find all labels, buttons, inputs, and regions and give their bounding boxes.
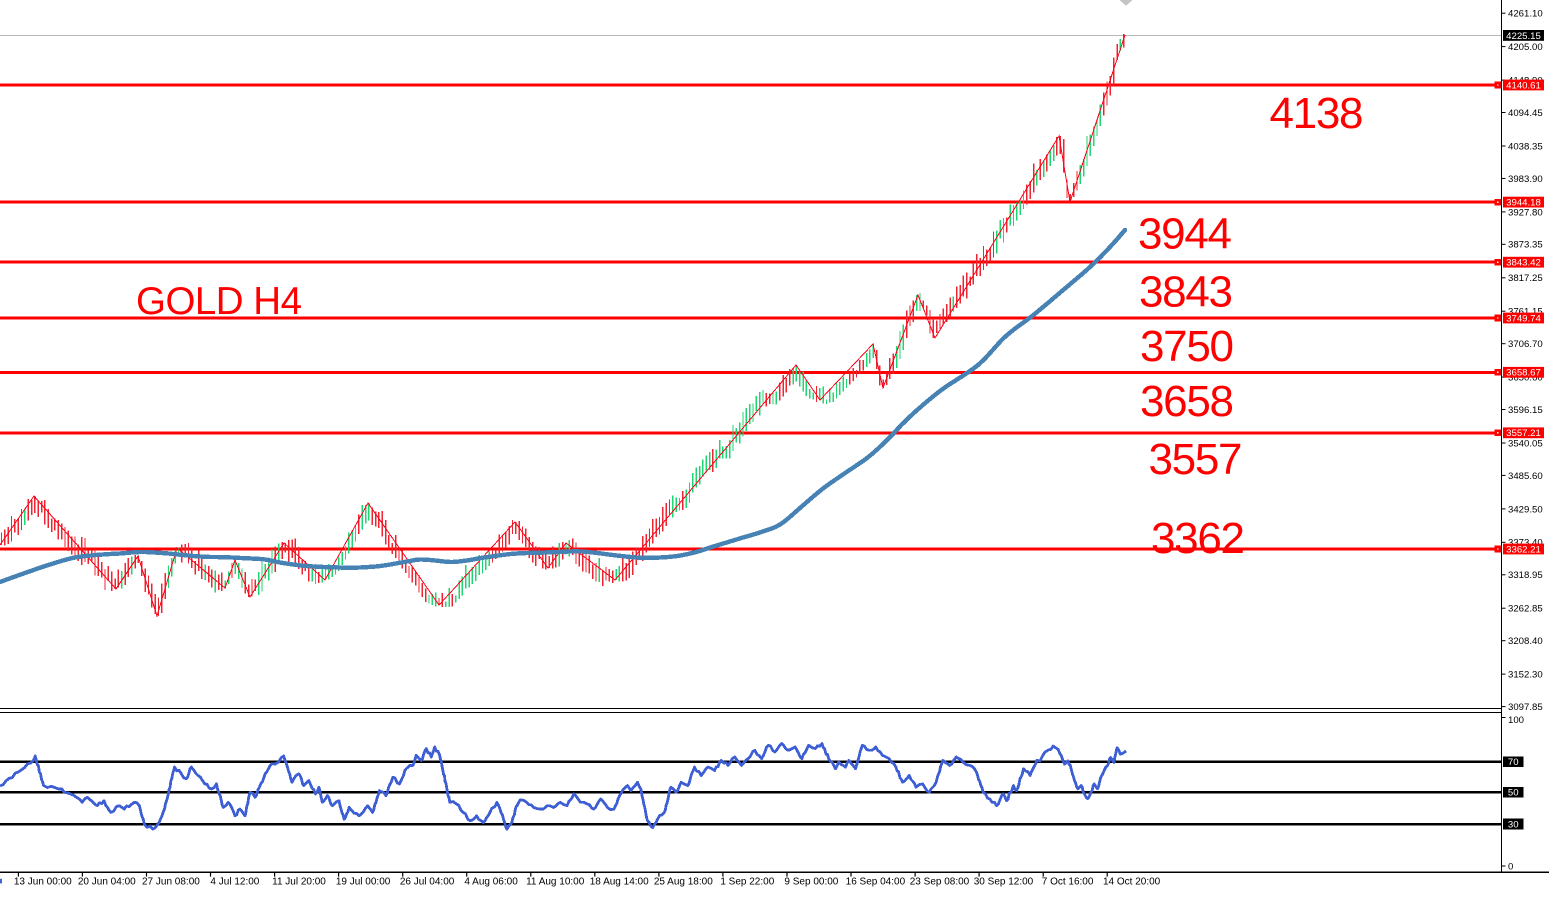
svg-text:3843.42: 3843.42 xyxy=(1506,258,1541,269)
svg-text:3843: 3843 xyxy=(1139,268,1232,317)
svg-text:3749.74: 3749.74 xyxy=(1506,313,1541,324)
svg-text:23 Sep 08:00: 23 Sep 08:00 xyxy=(910,877,970,888)
svg-text:18 Aug 14:00: 18 Aug 14:00 xyxy=(590,877,649,888)
svg-text:3658.67: 3658.67 xyxy=(1506,368,1541,379)
svg-text:3706.70: 3706.70 xyxy=(1508,339,1543,350)
svg-text:3650.60: 3650.60 xyxy=(1508,373,1543,384)
svg-text:3373.40: 3373.40 xyxy=(1508,538,1543,549)
svg-text:70: 70 xyxy=(1508,757,1519,768)
svg-text:4 Aug 06:00: 4 Aug 06:00 xyxy=(464,877,518,888)
svg-text:4038.35: 4038.35 xyxy=(1508,141,1543,152)
svg-text:50: 50 xyxy=(1508,788,1519,799)
svg-text:3557.21: 3557.21 xyxy=(1506,428,1541,439)
svg-text:3658: 3658 xyxy=(1140,377,1233,426)
svg-text:3362.21: 3362.21 xyxy=(1506,544,1541,555)
svg-text:100: 100 xyxy=(1508,715,1524,726)
svg-text:4094.45: 4094.45 xyxy=(1508,108,1543,119)
svg-text:30 Sep 12:00: 30 Sep 12:00 xyxy=(974,877,1034,888)
svg-text:27 Jun 08:00: 27 Jun 08:00 xyxy=(142,877,200,888)
svg-text:3262.85: 3262.85 xyxy=(1508,604,1543,615)
svg-text:4140.61: 4140.61 xyxy=(1506,80,1541,91)
svg-text:4 Jul 12:00: 4 Jul 12:00 xyxy=(210,877,259,888)
svg-text:9 Sep 00:00: 9 Sep 00:00 xyxy=(784,877,838,888)
svg-text:GOLD H4: GOLD H4 xyxy=(136,280,302,323)
svg-text:30: 30 xyxy=(1508,820,1519,831)
svg-text:14 Oct 20:00: 14 Oct 20:00 xyxy=(1103,877,1161,888)
svg-text:16 Sep 04:00: 16 Sep 04:00 xyxy=(846,877,906,888)
svg-text:19 Jul 00:00: 19 Jul 00:00 xyxy=(336,877,391,888)
svg-text:3362: 3362 xyxy=(1151,514,1244,563)
svg-text:4205.00: 4205.00 xyxy=(1508,42,1543,53)
svg-text:4138: 4138 xyxy=(1270,89,1363,138)
svg-text:3485.60: 3485.60 xyxy=(1508,471,1543,482)
svg-text:3318.95: 3318.95 xyxy=(1508,570,1543,581)
svg-text:3750: 3750 xyxy=(1140,322,1233,371)
svg-text:25 Aug 18:00: 25 Aug 18:00 xyxy=(654,877,713,888)
svg-text:3927.80: 3927.80 xyxy=(1508,207,1543,218)
svg-text:3817.25: 3817.25 xyxy=(1508,273,1543,284)
svg-text:11 Aug 10:00: 11 Aug 10:00 xyxy=(526,877,585,888)
svg-text:3208.40: 3208.40 xyxy=(1508,636,1543,647)
svg-text:3873.35: 3873.35 xyxy=(1508,240,1543,251)
svg-text:3944.18: 3944.18 xyxy=(1506,198,1541,209)
svg-text:3152.30: 3152.30 xyxy=(1508,670,1543,681)
svg-text:26 Jul 04:00: 26 Jul 04:00 xyxy=(400,877,455,888)
svg-text:0: 0 xyxy=(1508,861,1513,872)
svg-text:3944: 3944 xyxy=(1138,209,1232,258)
svg-text:3429.50: 3429.50 xyxy=(1508,504,1543,515)
svg-text:13 Jun 00:00: 13 Jun 00:00 xyxy=(14,877,72,888)
svg-text:4225.15: 4225.15 xyxy=(1506,31,1541,42)
svg-text:11 Jul 20:00: 11 Jul 20:00 xyxy=(272,877,326,888)
svg-text:1 Sep 22:00: 1 Sep 22:00 xyxy=(720,877,774,888)
svg-text:3097.85: 3097.85 xyxy=(1508,702,1543,713)
svg-text:3761.15: 3761.15 xyxy=(1508,307,1543,318)
svg-text:7 Oct 16:00: 7 Oct 16:00 xyxy=(1042,877,1094,888)
svg-text:3596.15: 3596.15 xyxy=(1508,405,1543,416)
svg-text:4261.10: 4261.10 xyxy=(1508,9,1543,20)
svg-text:3983.90: 3983.90 xyxy=(1508,174,1543,185)
svg-text:3557: 3557 xyxy=(1149,435,1242,484)
svg-text:20 Jun 04:00: 20 Jun 04:00 xyxy=(78,877,136,888)
svg-text:3540.05: 3540.05 xyxy=(1508,438,1543,449)
